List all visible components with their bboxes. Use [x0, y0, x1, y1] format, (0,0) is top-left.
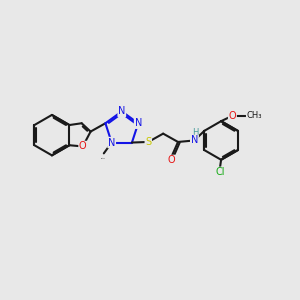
Text: N: N — [108, 137, 116, 148]
Text: O: O — [229, 111, 236, 121]
Text: O: O — [79, 141, 87, 152]
Text: S: S — [145, 137, 151, 147]
Text: CH₃: CH₃ — [246, 111, 262, 120]
Text: methyl: methyl — [101, 158, 106, 159]
Text: Cl: Cl — [215, 167, 225, 177]
Text: O: O — [168, 155, 175, 165]
Text: N: N — [134, 118, 142, 128]
Text: N: N — [118, 106, 125, 116]
Text: N: N — [191, 136, 198, 146]
Text: H: H — [192, 128, 198, 137]
